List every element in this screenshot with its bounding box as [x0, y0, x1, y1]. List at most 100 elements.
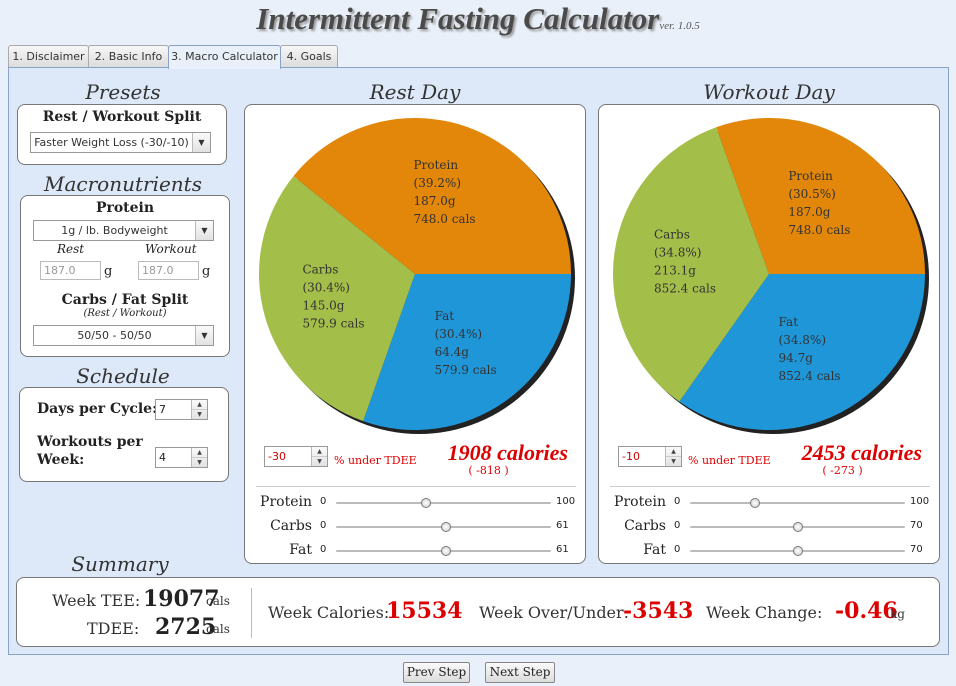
workout-day-slider-handle-carbs[interactable]: [792, 522, 803, 532]
rest-day-slider-max: 61: [556, 520, 569, 531]
rest-day-pie-chart: Protein (39.2%) 187.0g 748.0 cals Fat (30.4%)…: [259, 117, 575, 434]
rest-day-delta: ( -818 ): [468, 464, 509, 477]
workout-day-slider-label-protein: Protein: [614, 494, 666, 510]
workout-day-delta: ( -273 ): [822, 464, 863, 477]
carbfat-sublabel: (Rest / Workout): [83, 308, 167, 319]
spin-down-icon[interactable]: ▼: [317, 458, 322, 465]
rest-day-slider-min: 0: [320, 520, 327, 531]
tdee-unit: cals: [206, 622, 230, 636]
rest-day-slider-handle-carbs[interactable]: [440, 522, 451, 532]
presets-box: Rest / Workout Split Faster Weight Loss …: [17, 104, 227, 165]
workout-label: Workout: [145, 242, 197, 256]
split-label: Rest / Workout Split: [42, 109, 202, 125]
workout-day-slice-protein: [716, 117, 925, 274]
presets-heading: Presets: [85, 80, 161, 104]
chevron-down-icon: ▼: [192, 133, 210, 152]
rest-day-slice-label-protein: Protein (39.2%) 187.0g 748.0 cals: [414, 158, 476, 226]
workout-protein-input[interactable]: 187.0: [138, 261, 199, 280]
spin-down-icon[interactable]: ▼: [671, 458, 676, 465]
days-per-cycle-spinner[interactable]: 7 ▲ ▼: [155, 399, 208, 420]
app-title-text: Intermittent Fasting Calculator: [256, 1, 660, 36]
protein-label: Protein: [95, 200, 155, 216]
rest-day-slider-label-fat: Fat: [289, 542, 312, 558]
rest-day-divider: [256, 486, 576, 487]
schedule-box: Days per Cycle: 7 ▲ ▼ Workouts per Week:…: [19, 387, 229, 482]
workout-day-calories: 2453 calories: [801, 440, 922, 465]
tab-macro-calculator[interactable]: 3. Macro Calculator: [168, 45, 281, 69]
workout-day-slider-label-carbs: Carbs: [624, 518, 666, 534]
week-over-under-value: -3543: [623, 598, 694, 624]
spin-up-icon[interactable]: ▲: [312, 447, 327, 457]
tab-disclaimer[interactable]: 1. Disclaimer: [8, 45, 89, 67]
summary-divider: [251, 588, 252, 638]
workout-day-slider-min: 0: [674, 544, 681, 555]
spin-up-icon[interactable]: ▲: [666, 447, 681, 457]
workout-day-slider-max: 70: [910, 520, 923, 531]
workout-day-slice-carbs: [613, 127, 769, 402]
workout-day-slider-min: 0: [674, 496, 681, 507]
week-tee-label: Week TEE:: [52, 591, 141, 610]
rest-day-slice-label-fat: Fat (30.4%) 64.4g 579.9 cals: [435, 309, 497, 377]
workout-day-slice-label-carbs: Carbs (34.8%) 213.1g 852.4 cals: [654, 228, 716, 296]
carbfat-select-value: 50/50 - 50/50: [77, 329, 152, 342]
summary-box: Week TEE: 19077 cals TDEE: 2725 cals Wee…: [16, 577, 940, 647]
week-tee-value: 19077: [143, 586, 220, 612]
days-per-cycle-value: 7: [159, 403, 166, 416]
rest-day-slider-max: 61: [556, 544, 569, 555]
tdee-value: 2725: [155, 614, 217, 640]
split-select[interactable]: Faster Weight Loss (-30/-10) ▼: [30, 132, 211, 153]
rest-day-slider-handle-protein[interactable]: [421, 498, 432, 508]
workout-day-pct-spinner[interactable]: -10 ▲ ▼: [618, 446, 682, 467]
protein-select-value: 1g / lb. Bodyweight: [61, 224, 168, 237]
spin-up-icon[interactable]: ▲: [192, 400, 207, 410]
rest-day-pct-suffix: % under TDEE: [334, 454, 417, 467]
spin-down-icon[interactable]: ▼: [197, 459, 202, 466]
rest-day-slider-label-protein: Protein: [260, 494, 312, 510]
workouts-per-week-spinner[interactable]: 4 ▲ ▼: [155, 447, 208, 468]
next-step-button[interactable]: Next Step: [485, 662, 555, 683]
workout-day-heading: Workout Day: [703, 80, 835, 104]
rest-day-slider-label-carbs: Carbs: [270, 518, 312, 534]
chevron-down-icon: ▼: [195, 326, 213, 345]
macronutrients-box: Protein 1g / lb. Bodyweight ▼ Rest Worko…: [20, 195, 230, 357]
rest-day-slice-carbs: [259, 176, 415, 422]
spin-up-icon[interactable]: ▲: [192, 448, 207, 458]
workout-day-slice-label-protein: Protein (30.5%) 187.0g 748.0 cals: [788, 169, 850, 237]
rest-day-slice-label-carbs: Carbs (30.4%) 145.0g 579.9 cals: [302, 262, 364, 330]
week-calories-value: 15534: [386, 598, 463, 624]
rest-day-slider-track-protein[interactable]: [336, 502, 551, 504]
week-change-label: Week Change:: [706, 603, 823, 622]
rest-day-pct-spinner[interactable]: -30 ▲ ▼: [264, 446, 328, 467]
workouts-per-week-value: 4: [159, 451, 166, 464]
rest-day-slider-max: 100: [556, 496, 576, 507]
schedule-heading: Schedule: [76, 364, 170, 388]
workout-day-slider-handle-protein[interactable]: [749, 498, 760, 508]
week-tee-unit: cals: [206, 594, 230, 608]
workout-day-slider-handle-fat[interactable]: [792, 546, 803, 556]
app-version: ver. 1.0.5: [659, 20, 700, 32]
app-title: Intermittent Fasting Calculatorver. 1.0.…: [0, 0, 956, 40]
rest-day-slider-handle-fat[interactable]: [440, 546, 451, 556]
workout-day-slider-max: 70: [910, 544, 923, 555]
rest-day-slice-protein: [293, 117, 571, 274]
tab-basic-info[interactable]: 2. Basic Info: [88, 45, 169, 67]
prev-step-button[interactable]: Prev Step: [403, 662, 470, 683]
rest-protein-input[interactable]: 187.0: [40, 261, 101, 280]
workout-day-pie-chart: Protein (30.5%) 187.0g 748.0 cals Fat (34.8%)…: [613, 117, 929, 434]
rest-day-slice-fat: [363, 274, 571, 430]
carbfat-label: Carbs / Fat Split: [61, 292, 189, 308]
rest-protein-unit: g: [104, 264, 113, 279]
workout-day-divider: [610, 486, 930, 487]
spin-down-icon[interactable]: ▼: [197, 411, 202, 418]
tab-goals[interactable]: 4. Goals: [280, 45, 338, 67]
tdee-label: TDEE:: [87, 619, 140, 638]
workout-day-slider-min: 0: [674, 520, 681, 531]
rest-day-pct-value: -30: [268, 450, 286, 463]
rest-day-heading: Rest Day: [369, 80, 461, 104]
workout-day-pct-value: -10: [622, 450, 640, 463]
rest-day-slider-min: 0: [320, 496, 327, 507]
carbfat-select[interactable]: 50/50 - 50/50 ▼: [33, 325, 214, 346]
protein-select[interactable]: 1g / lb. Bodyweight ▼: [33, 220, 214, 241]
workout-day-slider-track-protein[interactable]: [690, 502, 905, 504]
summary-heading: Summary: [71, 552, 169, 576]
